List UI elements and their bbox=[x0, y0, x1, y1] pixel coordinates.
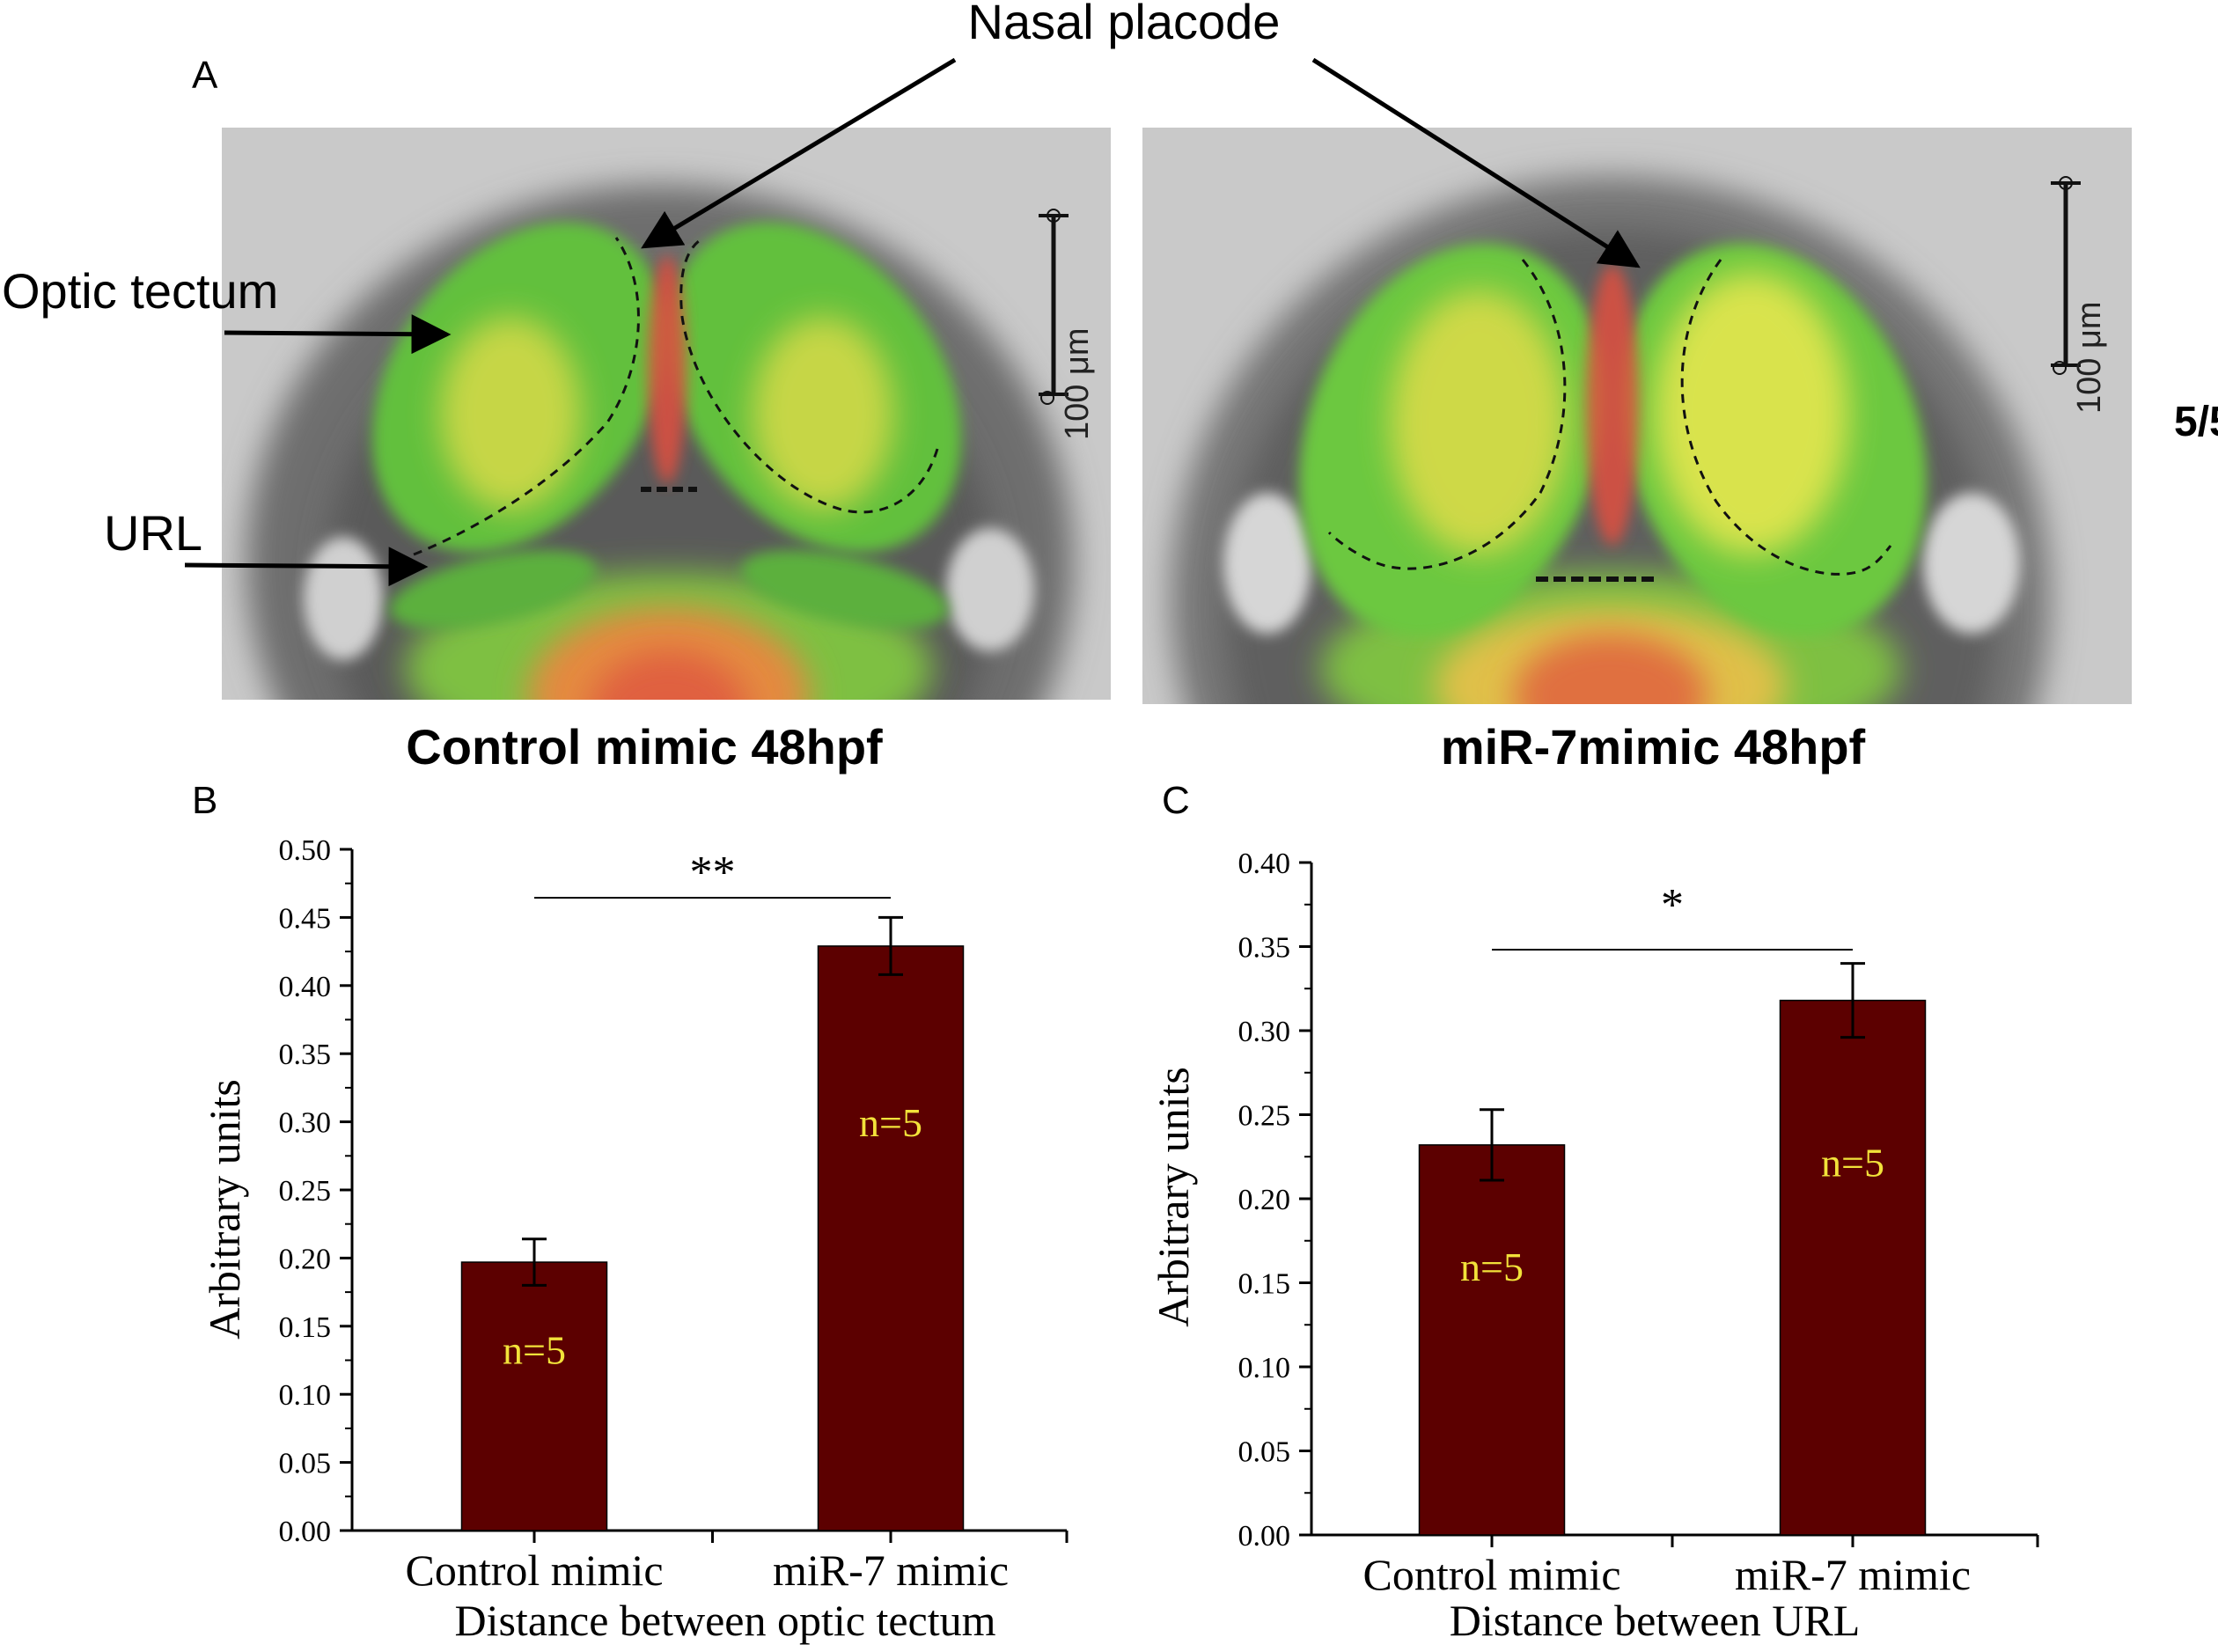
y-tick-label: 0.25 bbox=[279, 1175, 332, 1208]
optic-tectum-label: Optic tectum bbox=[2, 263, 278, 319]
bar-n-label: n=5 bbox=[1821, 1141, 1884, 1186]
scale-bar-left: 100 μm bbox=[1039, 209, 1096, 440]
y-tick-label: 0.45 bbox=[279, 902, 332, 935]
panel-a-label: A bbox=[192, 54, 218, 97]
bar-mir-7-mimic bbox=[1779, 999, 1927, 1536]
y-tick-label: 0.05 bbox=[279, 1448, 332, 1480]
optic-tectum-arrow bbox=[224, 314, 452, 355]
panel-c-chart: C 0.00 0.05 0.10 0.15 0.20 0.25 0.30 0.35 0.40 n… bbox=[1149, 779, 2039, 1645]
url-label: URL bbox=[104, 505, 202, 561]
y-tick-label: 0.15 bbox=[279, 1311, 332, 1344]
mir7-fluorescence-image: 100 μm bbox=[1142, 128, 2132, 704]
category-label: miR-7 mimic bbox=[1735, 1550, 1971, 1599]
y-tick-label: 0.30 bbox=[1238, 1016, 1291, 1048]
panel-c-error-bars bbox=[1480, 962, 1865, 1182]
nasal-placode-arrow-left bbox=[641, 57, 957, 249]
url-arrow bbox=[184, 547, 429, 587]
panel-b-error-bars bbox=[522, 915, 903, 1287]
y-tick-label: 0.00 bbox=[1238, 1520, 1291, 1553]
panel-c-category-labels: Control mimic miR-7 mimic bbox=[1362, 1550, 1971, 1599]
bar-control-mimic bbox=[1418, 1144, 1566, 1536]
y-tick-label: 0.30 bbox=[279, 1107, 332, 1140]
panel-b-label: B bbox=[192, 779, 217, 822]
panel-b-y-axis-title: Arbitrary units bbox=[200, 1079, 249, 1340]
panel-c-ticks: 0.00 0.05 0.10 0.15 0.20 0.25 0.30 0.35 0.40 bbox=[1238, 848, 2039, 1553]
panel-c-label: C bbox=[1162, 779, 1190, 822]
y-tick-label: 0.50 bbox=[279, 834, 332, 867]
right-image-caption: miR-7mimic 48hpf bbox=[1441, 719, 1866, 775]
panel-c-bar-labels: n=5 n=5 bbox=[1460, 1141, 1884, 1289]
scale-bar-label-left: 100 μm bbox=[1059, 327, 1096, 440]
panel-b-ticks: 0.00 0.05 0.10 0.15 0.20 0.25 0.30 0.35 0.40 0.45… bbox=[279, 834, 1069, 1548]
y-tick-label: 0.05 bbox=[1238, 1436, 1291, 1469]
bar-n-label: n=5 bbox=[859, 1100, 922, 1145]
bar-n-label: n=5 bbox=[1460, 1245, 1524, 1289]
left-image-caption: Control mimic 48hpf bbox=[406, 719, 883, 775]
panel-c-y-axis-title: Arbitrary units bbox=[1149, 1067, 1198, 1327]
significance-marker: ** bbox=[690, 848, 736, 898]
y-tick-label: 0.15 bbox=[1238, 1268, 1291, 1301]
bar-control-mimic bbox=[460, 1261, 608, 1531]
panel-b-x-axis-title: Distance between optic tectum bbox=[454, 1596, 995, 1645]
control-fluorescence-image: 100 μm bbox=[222, 128, 1111, 700]
bar-mir-7-mimic bbox=[817, 945, 965, 1531]
category-label: Control mimic bbox=[1362, 1550, 1620, 1599]
nasal-placode-arrow-right bbox=[1311, 57, 1641, 268]
panel-b-significance: ** bbox=[534, 848, 891, 899]
y-tick-label: 0.40 bbox=[1238, 848, 1291, 880]
y-tick-label: 0.35 bbox=[1238, 932, 1291, 965]
y-tick-label: 0.10 bbox=[1238, 1352, 1291, 1384]
y-tick-label: 0.20 bbox=[1238, 1184, 1291, 1216]
panel-c-x-axis-title: Distance between URL bbox=[1450, 1596, 1861, 1645]
scale-bar-right: 100 μm bbox=[2051, 176, 2108, 414]
y-tick-label: 0.25 bbox=[1238, 1100, 1291, 1133]
y-tick-label: 0.00 bbox=[279, 1516, 332, 1548]
panel-b-category-labels: Control mimic miR-7 mimic bbox=[405, 1546, 1009, 1595]
panel-b-bar-labels: n=5 n=5 bbox=[503, 1100, 922, 1373]
panel-a: A bbox=[2, 0, 2218, 775]
y-tick-label: 0.20 bbox=[279, 1243, 332, 1275]
scale-bar-label-right: 100 μm bbox=[2071, 301, 2108, 414]
nasal-placode-label: Nasal placode bbox=[968, 0, 1281, 49]
y-tick-label: 0.10 bbox=[279, 1379, 332, 1412]
category-label: Control mimic bbox=[405, 1546, 663, 1595]
bar-n-label: n=5 bbox=[503, 1327, 566, 1372]
panel-c-significance: * bbox=[1492, 880, 1853, 951]
y-tick-label: 0.35 bbox=[279, 1039, 332, 1071]
y-tick-label: 0.40 bbox=[279, 971, 332, 1003]
panel-c-bars bbox=[1418, 999, 1927, 1536]
significance-marker: * bbox=[1661, 880, 1684, 930]
category-label: miR-7 mimic bbox=[773, 1546, 1009, 1595]
panel-b-chart: B 0.000.050.100.150.200.250.300.350.400.… bbox=[192, 779, 1069, 1645]
ratio-label: 5/5 bbox=[2174, 399, 2218, 445]
